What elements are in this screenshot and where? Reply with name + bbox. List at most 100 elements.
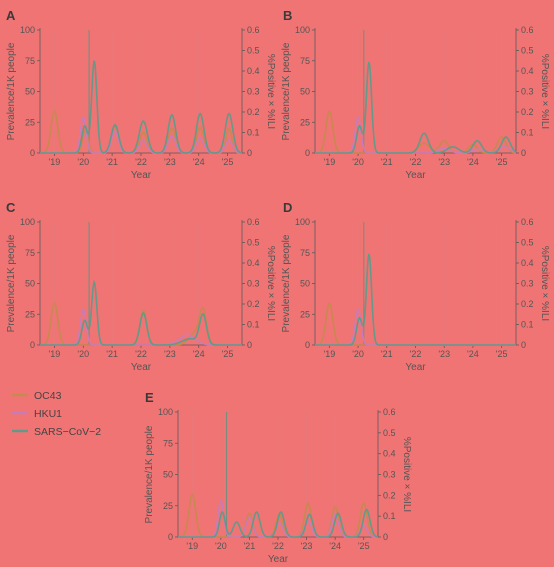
y-tick-label: 50 (163, 470, 173, 480)
x-axis-title: Year (405, 170, 426, 181)
y2-tick-label: 0.5 (383, 428, 396, 438)
x-tick-label: '24 (467, 349, 479, 359)
y-tick-label: 25 (25, 117, 35, 127)
y-axis-title: Prevalence/1K people (281, 42, 292, 140)
y2-tick-label: 0.2 (247, 107, 260, 117)
y-tick-label: 75 (300, 56, 310, 66)
legend-label: SARS−CoV−2 (34, 426, 101, 438)
x-tick-label: '25 (496, 349, 508, 359)
x-tick-label: '21 (244, 541, 256, 551)
y2-tick-label: 0 (521, 340, 526, 350)
y-axis-title: Prevalence/1K people (144, 425, 155, 523)
x-tick-label: '20 (352, 349, 364, 359)
y-tick-label: 100 (295, 25, 310, 35)
x-tick-label: '19 (323, 157, 335, 167)
y2-tick-label: 0.3 (521, 87, 534, 97)
y2-tick-label: 0.4 (521, 258, 534, 268)
x-tick-label: '19 (186, 541, 198, 551)
y2-axis-title: %Positive × %ILI (539, 246, 550, 321)
x-tick-label: '21 (106, 157, 118, 167)
y-tick-label: 100 (295, 217, 310, 227)
y-tick-label: 0 (305, 340, 310, 350)
legend-label: OC43 (34, 390, 62, 402)
y-tick-label: 0 (305, 148, 310, 158)
y2-tick-label: 0 (521, 148, 526, 158)
panel-letter: D (283, 200, 292, 215)
x-tick-label: '24 (193, 349, 205, 359)
y2-tick-label: 0.4 (383, 449, 396, 459)
x-axis-title: Year (131, 170, 152, 181)
y-tick-label: 50 (25, 279, 35, 289)
x-tick-label: '24 (329, 541, 341, 551)
y2-tick-label: 0.4 (521, 66, 534, 76)
series-line-sars-cov-2 (40, 60, 243, 154)
y-tick-label: 50 (25, 87, 35, 97)
panel-d: D 0 25 50 75 100 0 0.1 0.2 0.3 0.4 0.5 0.6 '19 '20 '21 '… (281, 200, 550, 373)
y2-tick-label: 0.1 (521, 128, 534, 138)
x-tick-label: '19 (49, 157, 61, 167)
y-tick-label: 75 (163, 438, 173, 448)
x-axis-title: Year (131, 362, 152, 373)
y2-tick-label: 0.3 (247, 279, 260, 289)
series-line-sars-cov-2 (178, 508, 379, 538)
x-tick-label: '22 (410, 349, 422, 359)
y2-tick-label: 0.6 (247, 217, 260, 227)
y2-tick-label: 0.2 (383, 490, 396, 500)
series-line-sars-cov-2 (315, 253, 516, 346)
series-line-sars-cov-2 (40, 279, 242, 346)
x-tick-label: '23 (301, 541, 313, 551)
x-tick-label: '20 (77, 157, 89, 167)
x-tick-label: '21 (381, 349, 393, 359)
y2-tick-label: 0.6 (521, 217, 534, 227)
y2-tick-label: 0.1 (247, 320, 260, 330)
y2-axis-title: %Positive × %ILI (539, 54, 550, 129)
x-tick-label: '20 (215, 541, 227, 551)
x-tick-label: '25 (496, 157, 508, 167)
x-tick-label: '21 (381, 157, 393, 167)
x-tick-label: '19 (49, 349, 61, 359)
y2-axis-title: %Positive × %ILI (265, 246, 276, 321)
y-axis-title: Prevalence/1K people (281, 234, 292, 332)
y2-tick-label: 0 (247, 148, 252, 158)
y-tick-label: 0 (168, 532, 173, 542)
x-tick-label: '23 (438, 157, 450, 167)
y-tick-label: 100 (20, 25, 35, 35)
y2-tick-label: 0.2 (521, 107, 534, 117)
x-tick-label: '22 (135, 349, 147, 359)
y-tick-label: 0 (30, 148, 35, 158)
x-tick-label: '22 (135, 157, 147, 167)
series-line-sars-cov-2 (315, 61, 517, 154)
panel-e: E 0 25 50 75 100 0 0.1 0.2 0.3 0.4 0.5 0.6 '19 '20 '21 '… (144, 390, 412, 565)
x-tick-label: '25 (358, 541, 370, 551)
y-tick-label: 0 (30, 340, 35, 350)
y2-tick-label: 0.2 (247, 299, 260, 309)
panel-letter: E (145, 390, 154, 405)
y2-tick-label: 0.1 (247, 128, 260, 138)
x-tick-label: '23 (164, 349, 176, 359)
y2-tick-label: 0.5 (521, 238, 534, 248)
x-tick-label: '25 (222, 157, 234, 167)
y-tick-label: 75 (25, 56, 35, 66)
y2-axis-title: %Positive × %ILI (265, 54, 276, 129)
x-axis-title: Year (268, 554, 289, 565)
x-tick-label: '23 (164, 157, 176, 167)
y-tick-label: 75 (300, 248, 310, 258)
y2-tick-label: 0 (383, 532, 388, 542)
y2-axis-title: %Positive × %ILI (401, 437, 412, 512)
legend: OC43 HKU1 SARS−CoV−2 (12, 390, 101, 438)
y-tick-label: 25 (300, 309, 310, 319)
panel-c: C 0 25 50 75 100 0 0.1 0.2 0.3 0.4 0.5 0.6 '19 '20 '21 '… (6, 200, 276, 373)
y2-tick-label: 0.6 (383, 407, 396, 417)
y2-tick-label: 0.4 (247, 66, 260, 76)
y2-tick-label: 0.2 (521, 299, 534, 309)
y2-tick-label: 0.1 (383, 511, 396, 521)
y-tick-label: 100 (20, 217, 35, 227)
panel-letter: C (6, 200, 16, 215)
x-tick-label: '21 (106, 349, 118, 359)
x-tick-label: '24 (193, 157, 205, 167)
x-tick-label: '25 (222, 349, 234, 359)
y2-tick-label: 0.4 (247, 258, 260, 268)
x-tick-label: '22 (272, 541, 284, 551)
